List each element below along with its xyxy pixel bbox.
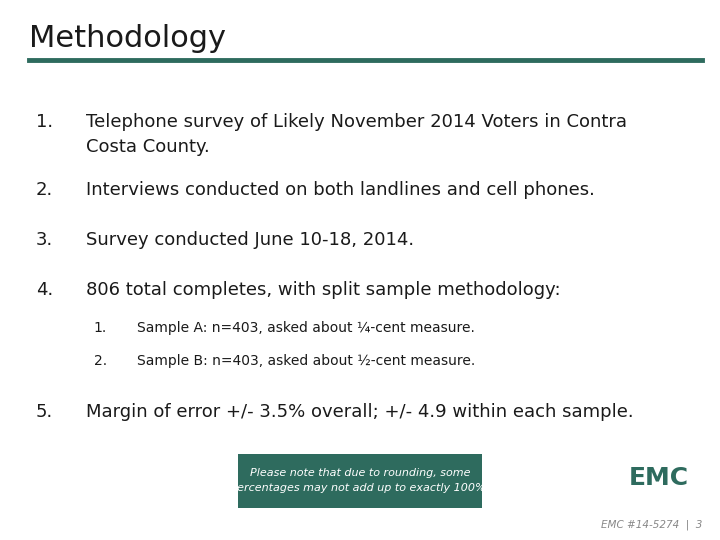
Text: 2.: 2.: [94, 354, 107, 368]
Text: Methodology: Methodology: [29, 24, 226, 53]
Text: 3.: 3.: [36, 231, 53, 249]
Text: 1.: 1.: [94, 321, 107, 335]
FancyBboxPatch shape: [238, 454, 482, 508]
Text: 806 total completes, with split sample methodology:: 806 total completes, with split sample m…: [86, 281, 561, 299]
Text: Telephone survey of Likely November 2014 Voters in Contra
Costa County.: Telephone survey of Likely November 2014…: [86, 113, 627, 156]
Text: Sample A: n=403, asked about ¼-cent measure.: Sample A: n=403, asked about ¼-cent meas…: [137, 321, 474, 335]
Text: Margin of error +/- 3.5% overall; +/- 4.9 within each sample.: Margin of error +/- 3.5% overall; +/- 4.…: [86, 403, 634, 421]
Text: 2.: 2.: [36, 181, 53, 199]
Text: EMC #14-5274  |  3: EMC #14-5274 | 3: [600, 520, 702, 530]
Text: 1.: 1.: [36, 113, 53, 131]
Text: Survey conducted June 10-18, 2014.: Survey conducted June 10-18, 2014.: [86, 231, 415, 249]
Text: EMC: EMC: [629, 466, 689, 490]
Text: 4.: 4.: [36, 281, 53, 299]
Text: Sample B: n=403, asked about ½-cent measure.: Sample B: n=403, asked about ½-cent meas…: [137, 354, 475, 368]
Text: Please note that due to rounding, some
percentages may not add up to exactly 100: Please note that due to rounding, some p…: [230, 468, 490, 493]
Text: Interviews conducted on both landlines and cell phones.: Interviews conducted on both landlines a…: [86, 181, 595, 199]
Text: 5.: 5.: [36, 403, 53, 421]
